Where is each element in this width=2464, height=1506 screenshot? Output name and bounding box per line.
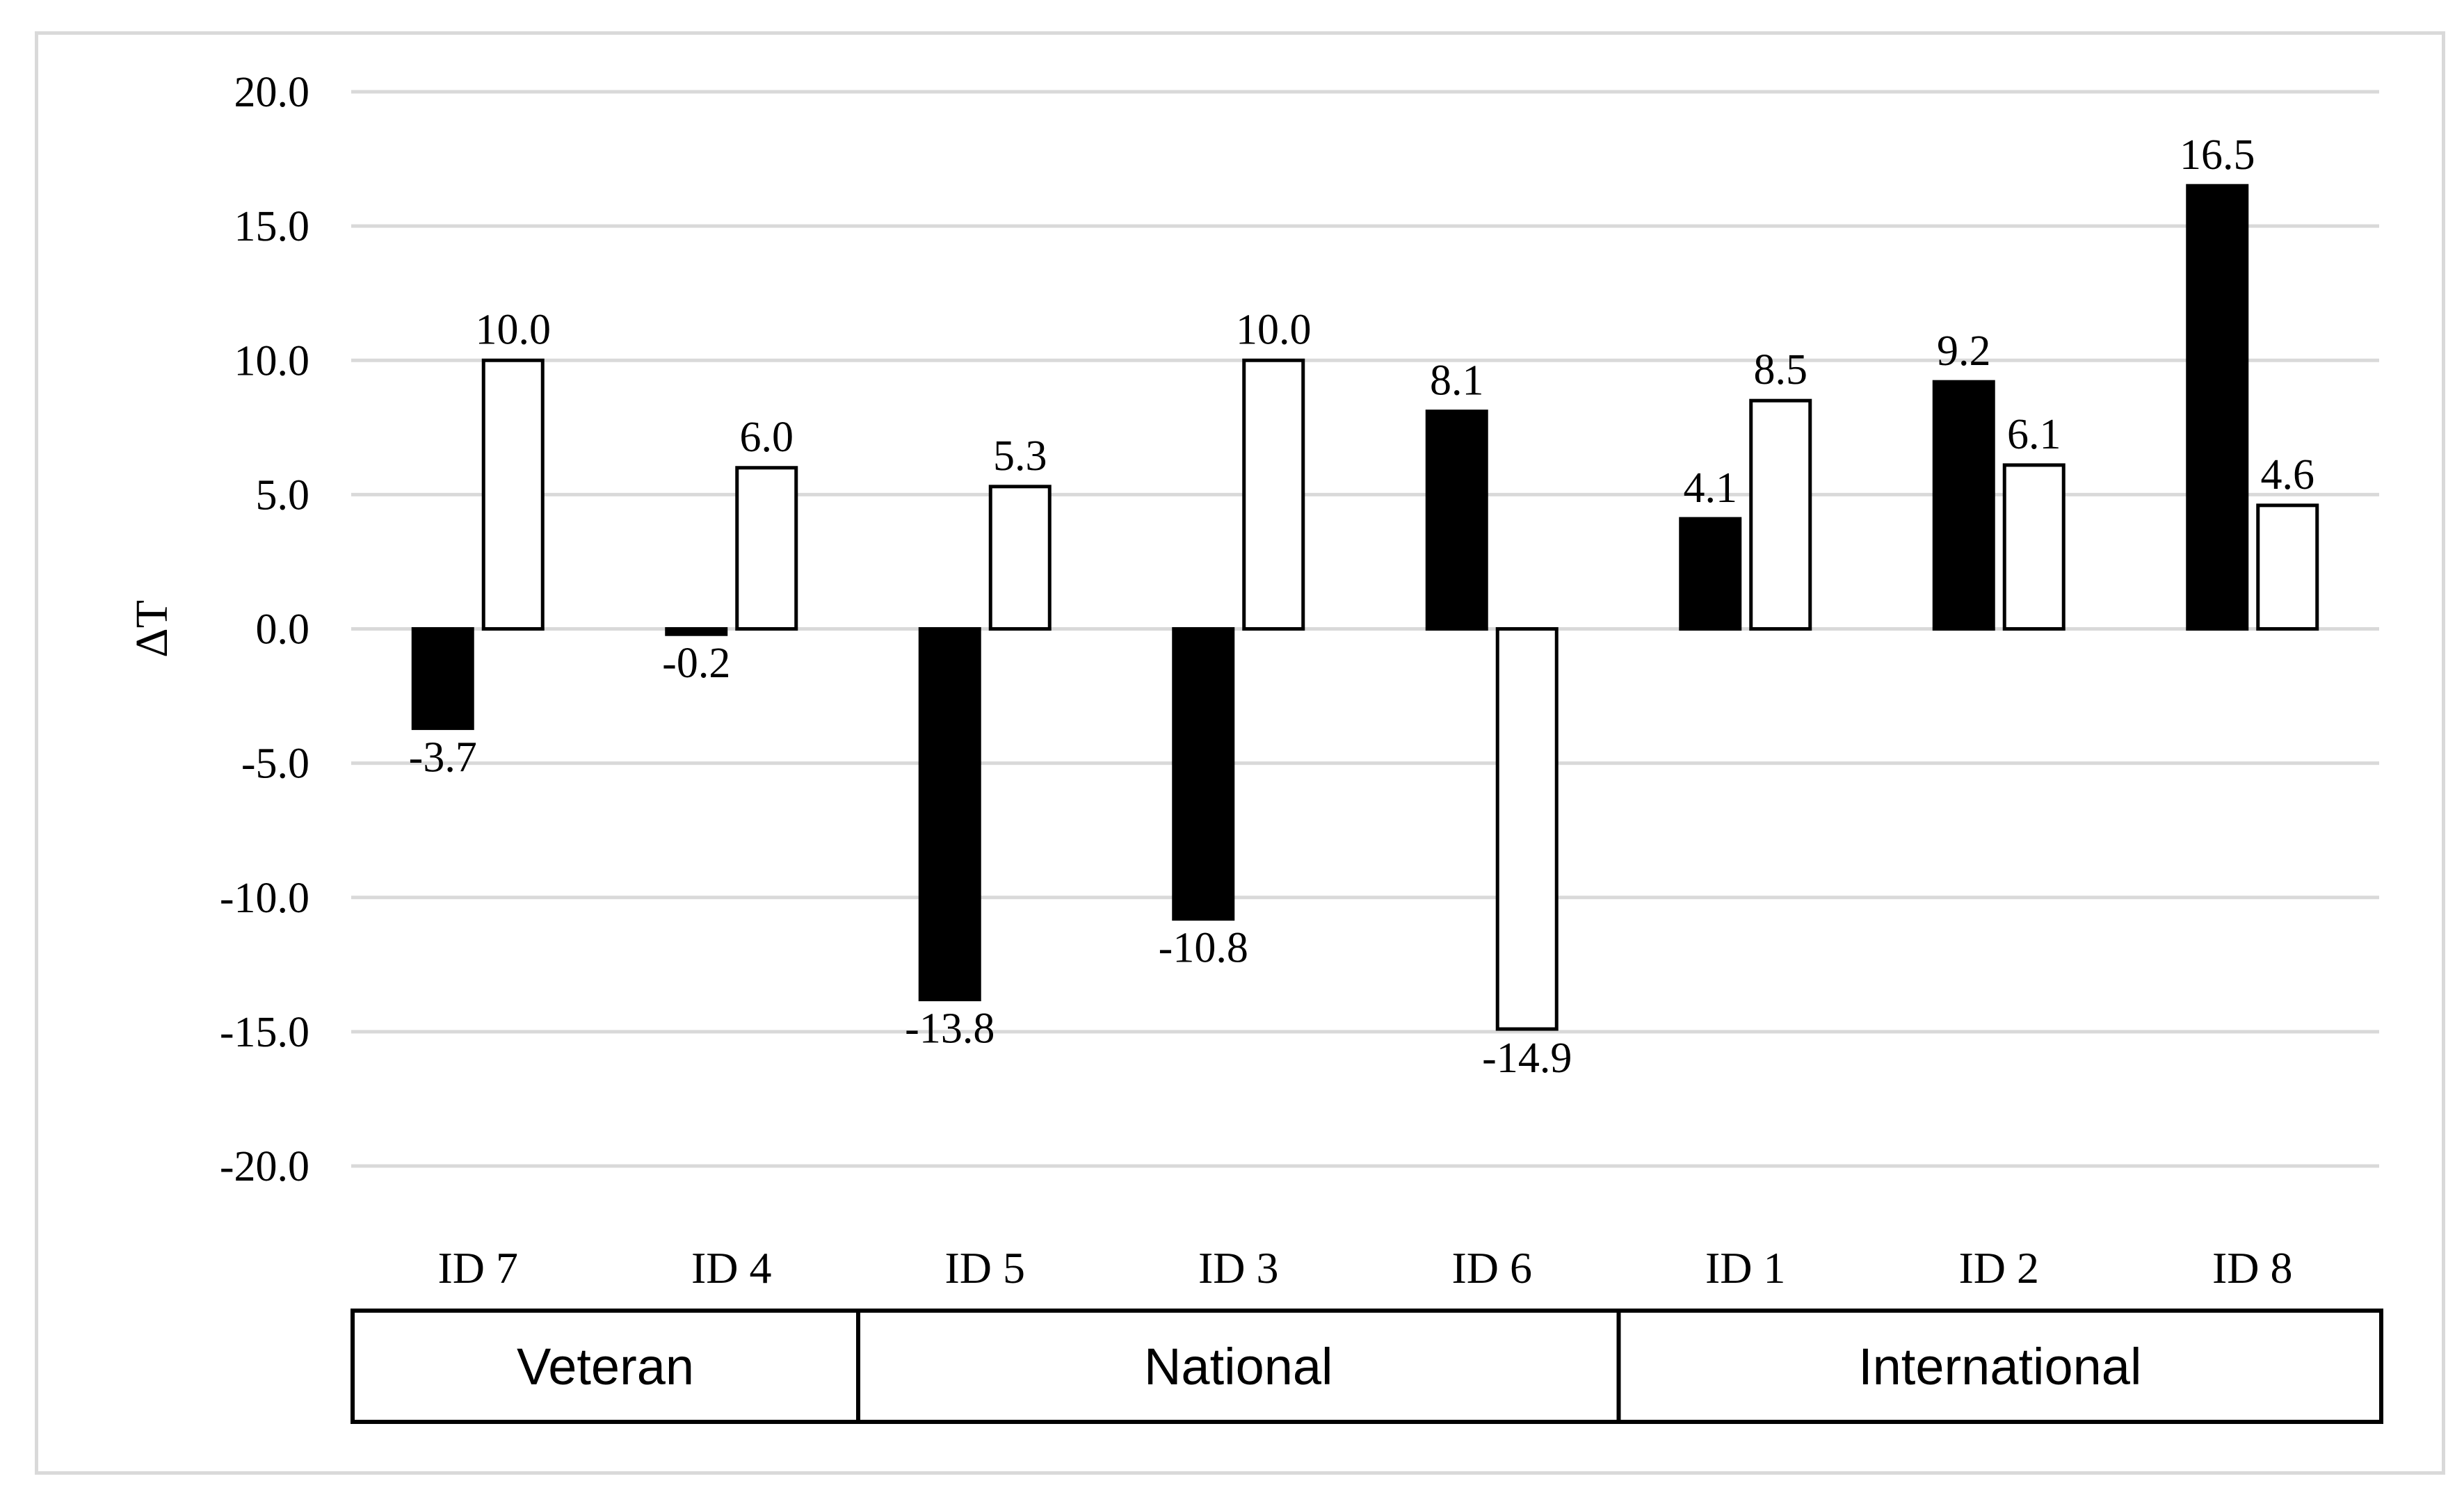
bar-series-1-1	[665, 627, 728, 636]
bar-series-2-2	[988, 485, 1052, 631]
data-label: 4.6	[2261, 451, 2315, 499]
y-tick-label: 10.0	[234, 337, 310, 384]
x-tick-label: ID 5	[944, 1243, 1025, 1293]
chart-frame: -3.7 10.0 -0.2 6.0 -13.8 5.3 -10.8 10.0 8.1 -14.9…	[35, 31, 2445, 1475]
y-tick-label: 0.0	[256, 606, 310, 654]
data-label: 6.0	[740, 414, 794, 461]
x-tick-label: ID 1	[1705, 1243, 1786, 1293]
bar-series-2-5	[1749, 398, 1812, 631]
data-label: 10.0	[476, 306, 551, 353]
data-label: 6.1	[2007, 411, 2061, 458]
bar-series-1-5	[1679, 517, 1742, 631]
bar-series-2-7	[2256, 503, 2319, 631]
y-tick-label: 5.0	[256, 471, 310, 519]
y-tick-label: -5.0	[241, 740, 309, 788]
bar-series-2-6	[2002, 463, 2066, 631]
data-label: 8.1	[1430, 357, 1484, 405]
x-tick-label: ID 8	[2212, 1243, 2293, 1293]
data-label: 8.5	[1754, 346, 1808, 394]
bar-series-1-6	[1932, 380, 1995, 631]
bar-chart: -3.7 10.0 -0.2 6.0 -13.8 5.3 -10.8 10.0 8.1 -14.9…	[127, 69, 2383, 1424]
x-tick-label: ID 2	[1958, 1243, 2039, 1293]
bar-series-2-0	[481, 358, 545, 631]
data-label: -13.8	[905, 1005, 995, 1053]
group-label: Veteran	[517, 1338, 694, 1395]
data-label: 4.1	[1684, 464, 1738, 512]
bar-series-2-4	[1495, 627, 1559, 1031]
bar-series-1-2	[918, 627, 981, 1002]
group-box	[856, 1309, 1621, 1424]
data-label: -10.8	[1159, 925, 1248, 972]
data-label: 9.2	[1937, 327, 1991, 375]
data-label: -0.2	[662, 640, 730, 687]
y-tick-label: -10.0	[220, 875, 309, 922]
data-label: 16.5	[2180, 131, 2255, 179]
bar-series-1-4	[1425, 410, 1488, 631]
y-tick-label: -15.0	[220, 1009, 309, 1056]
bar-series-2-1	[735, 466, 798, 631]
y-tick-label: 15.0	[234, 203, 310, 250]
y-axis-title: ΔT	[127, 600, 177, 658]
x-tick-label: ID 6	[1451, 1243, 1532, 1293]
group-label: International	[1858, 1338, 2141, 1395]
data-label: -3.7	[409, 734, 477, 781]
bar-series-1-0	[411, 627, 474, 730]
x-tick-label: ID 3	[1198, 1243, 1279, 1293]
bar-series-1-3	[1172, 627, 1235, 921]
y-tick-label: 20.0	[234, 69, 310, 116]
data-label: 10.0	[1236, 306, 1312, 353]
data-label: 5.3	[993, 432, 1047, 480]
y-tick-label: -20.0	[220, 1143, 309, 1190]
group-box	[1616, 1309, 2383, 1424]
x-tick-label: ID 4	[691, 1243, 772, 1293]
data-label: -14.9	[1482, 1035, 1572, 1082]
bar-series-1-7	[2186, 184, 2249, 631]
group-label: National	[1144, 1338, 1333, 1395]
bar-series-2-3	[1242, 358, 1305, 631]
x-tick-label: ID 7	[437, 1243, 518, 1293]
